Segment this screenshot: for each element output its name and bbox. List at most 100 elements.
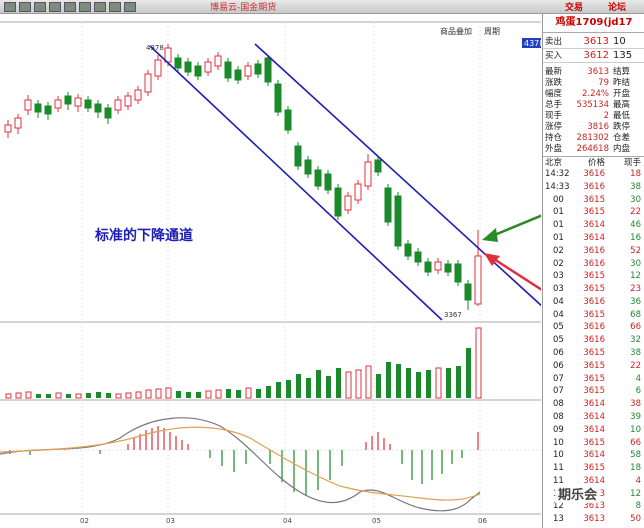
tick-row: 14:33 3616 38: [543, 181, 644, 193]
x-label: 06: [478, 517, 487, 525]
tick-volume: 32: [630, 335, 641, 346]
stat-value: 3816: [587, 122, 609, 132]
stat-row: 涨停 3816 跌停: [543, 121, 644, 133]
tick-row: 04 3616 36: [543, 296, 644, 308]
stat-value: 2: [603, 111, 609, 121]
tick-price: 3616: [583, 258, 605, 269]
tick-row: 11 3614 4: [543, 475, 644, 487]
tick-volume: 18: [630, 169, 641, 179]
tick-volume: 39: [630, 411, 641, 422]
tick-time: 14:32: [545, 169, 570, 179]
toolbar-icon[interactable]: [109, 2, 121, 12]
tick-col: 价格: [587, 158, 605, 168]
toolbar-icon[interactable]: [79, 2, 91, 12]
tick-time: 10: [553, 450, 564, 461]
toolbar-icon[interactable]: [94, 2, 106, 12]
high-label: 4378: [146, 44, 164, 52]
tick-price: 3616: [583, 181, 605, 192]
quote-panel: 鸡蛋1709(jd17 卖出 3613 10 买入 3612 135 最新 3613 结算 涨跌 7…: [542, 14, 644, 528]
toolbar-icon[interactable]: [19, 2, 31, 12]
tick-price: 3616: [583, 335, 605, 346]
tick-time: 01: [553, 232, 564, 243]
tick-time: 12: [553, 501, 564, 512]
window-title: 博易云-国金期货: [210, 3, 277, 13]
toolbar-icon[interactable]: [34, 2, 46, 12]
forum-button[interactable]: 论坛: [608, 3, 627, 13]
tick-volume: 38: [630, 399, 641, 410]
tick-header: 北京 价格 现手: [543, 156, 644, 169]
tick-time: 07: [553, 386, 564, 397]
tick-price: 3614: [583, 220, 605, 231]
panel-borders: [0, 21, 541, 515]
stat-label: 现手: [545, 111, 563, 121]
contract-header: 鸡蛋1709(jd17: [543, 14, 644, 33]
channel-lines: [149, 43, 541, 321]
tick-row: 00 3615 30: [543, 194, 644, 206]
book-price: 3613: [583, 36, 609, 47]
toolbar-item[interactable]: 商品叠加: [440, 26, 472, 36]
tick-volume: 22: [630, 360, 641, 371]
stat-value: 79: [598, 78, 609, 88]
tick-volume: 4: [635, 475, 641, 486]
tick-time: 02: [553, 245, 564, 256]
tick-time: 07: [553, 373, 564, 384]
low-label: 3367: [444, 311, 462, 319]
toolbar-icon[interactable]: [4, 2, 16, 12]
stat-label: 内盘: [613, 144, 631, 154]
x-label: 03: [166, 517, 175, 525]
book-row: 买入 3612 135: [543, 50, 644, 63]
tick-time: 14:33: [545, 181, 570, 192]
arrows: [482, 214, 541, 291]
tick-volume: 18: [630, 463, 641, 474]
tick-volume: 4: [635, 373, 641, 384]
tick-time: 10: [553, 437, 564, 448]
tick-row: 07 3615 6: [543, 385, 644, 397]
tick-col: 现手: [623, 158, 641, 168]
tick-row: 10 3615 66: [543, 437, 644, 449]
tick-price: 3616: [583, 169, 605, 179]
tick-volume: 23: [630, 284, 641, 295]
x-label: 04: [283, 517, 292, 525]
stat-label: 幅度: [545, 89, 563, 99]
tick-row: 07 3615 4: [543, 373, 644, 385]
title-bar: 博易云-国金期货 交易 论坛: [0, 0, 644, 14]
tick-volume: 30: [630, 194, 641, 205]
stat-value: 3613: [587, 67, 609, 77]
book-price: 3612: [583, 50, 609, 61]
tick-time: 13: [553, 514, 564, 525]
tick-time: 09: [553, 424, 564, 435]
x-label: 02: [80, 517, 89, 525]
stat-label: 结算: [613, 67, 631, 77]
price-tag: [522, 38, 541, 48]
tick-volume: 22: [630, 207, 641, 218]
tick-volume: 50: [630, 514, 641, 525]
tick-price: 3615: [583, 271, 605, 282]
tick-time: 11: [553, 475, 564, 486]
tick-volume: 36: [630, 296, 641, 307]
tick-row: 10 3614 58: [543, 449, 644, 461]
tick-row: 12 3613 8: [543, 500, 644, 512]
tick-col: 北京: [545, 158, 563, 168]
book-qty: 10: [613, 36, 626, 47]
tick-row: 09 3614 10: [543, 424, 644, 436]
tick-row: 08 3614 39: [543, 411, 644, 423]
toolbar-icon[interactable]: [64, 2, 76, 12]
toolbar-icon[interactable]: [124, 2, 136, 12]
toolbar-item[interactable]: 周期: [484, 27, 500, 36]
toolbar-icon[interactable]: [49, 2, 61, 12]
stat-row: 现手 2 最低: [543, 110, 644, 122]
tick-volume: 38: [630, 181, 641, 192]
stat-value: 2.24%: [581, 89, 609, 99]
tick-price: 3614: [583, 475, 605, 486]
tick-time: 06: [553, 360, 564, 371]
tick-row: 11 3615 18: [543, 462, 644, 474]
tick-price: 3615: [583, 207, 605, 218]
tick-price: 3614: [583, 399, 605, 410]
stat-label: 涨跌: [545, 78, 563, 88]
tick-row: 01 3614 16: [543, 232, 644, 244]
tick-volume: 66: [630, 437, 641, 448]
tick-volume: 46: [630, 220, 641, 231]
book-label: 买入: [545, 51, 563, 61]
trade-button[interactable]: 交易: [565, 3, 584, 13]
tick-price: 3615: [583, 386, 605, 397]
